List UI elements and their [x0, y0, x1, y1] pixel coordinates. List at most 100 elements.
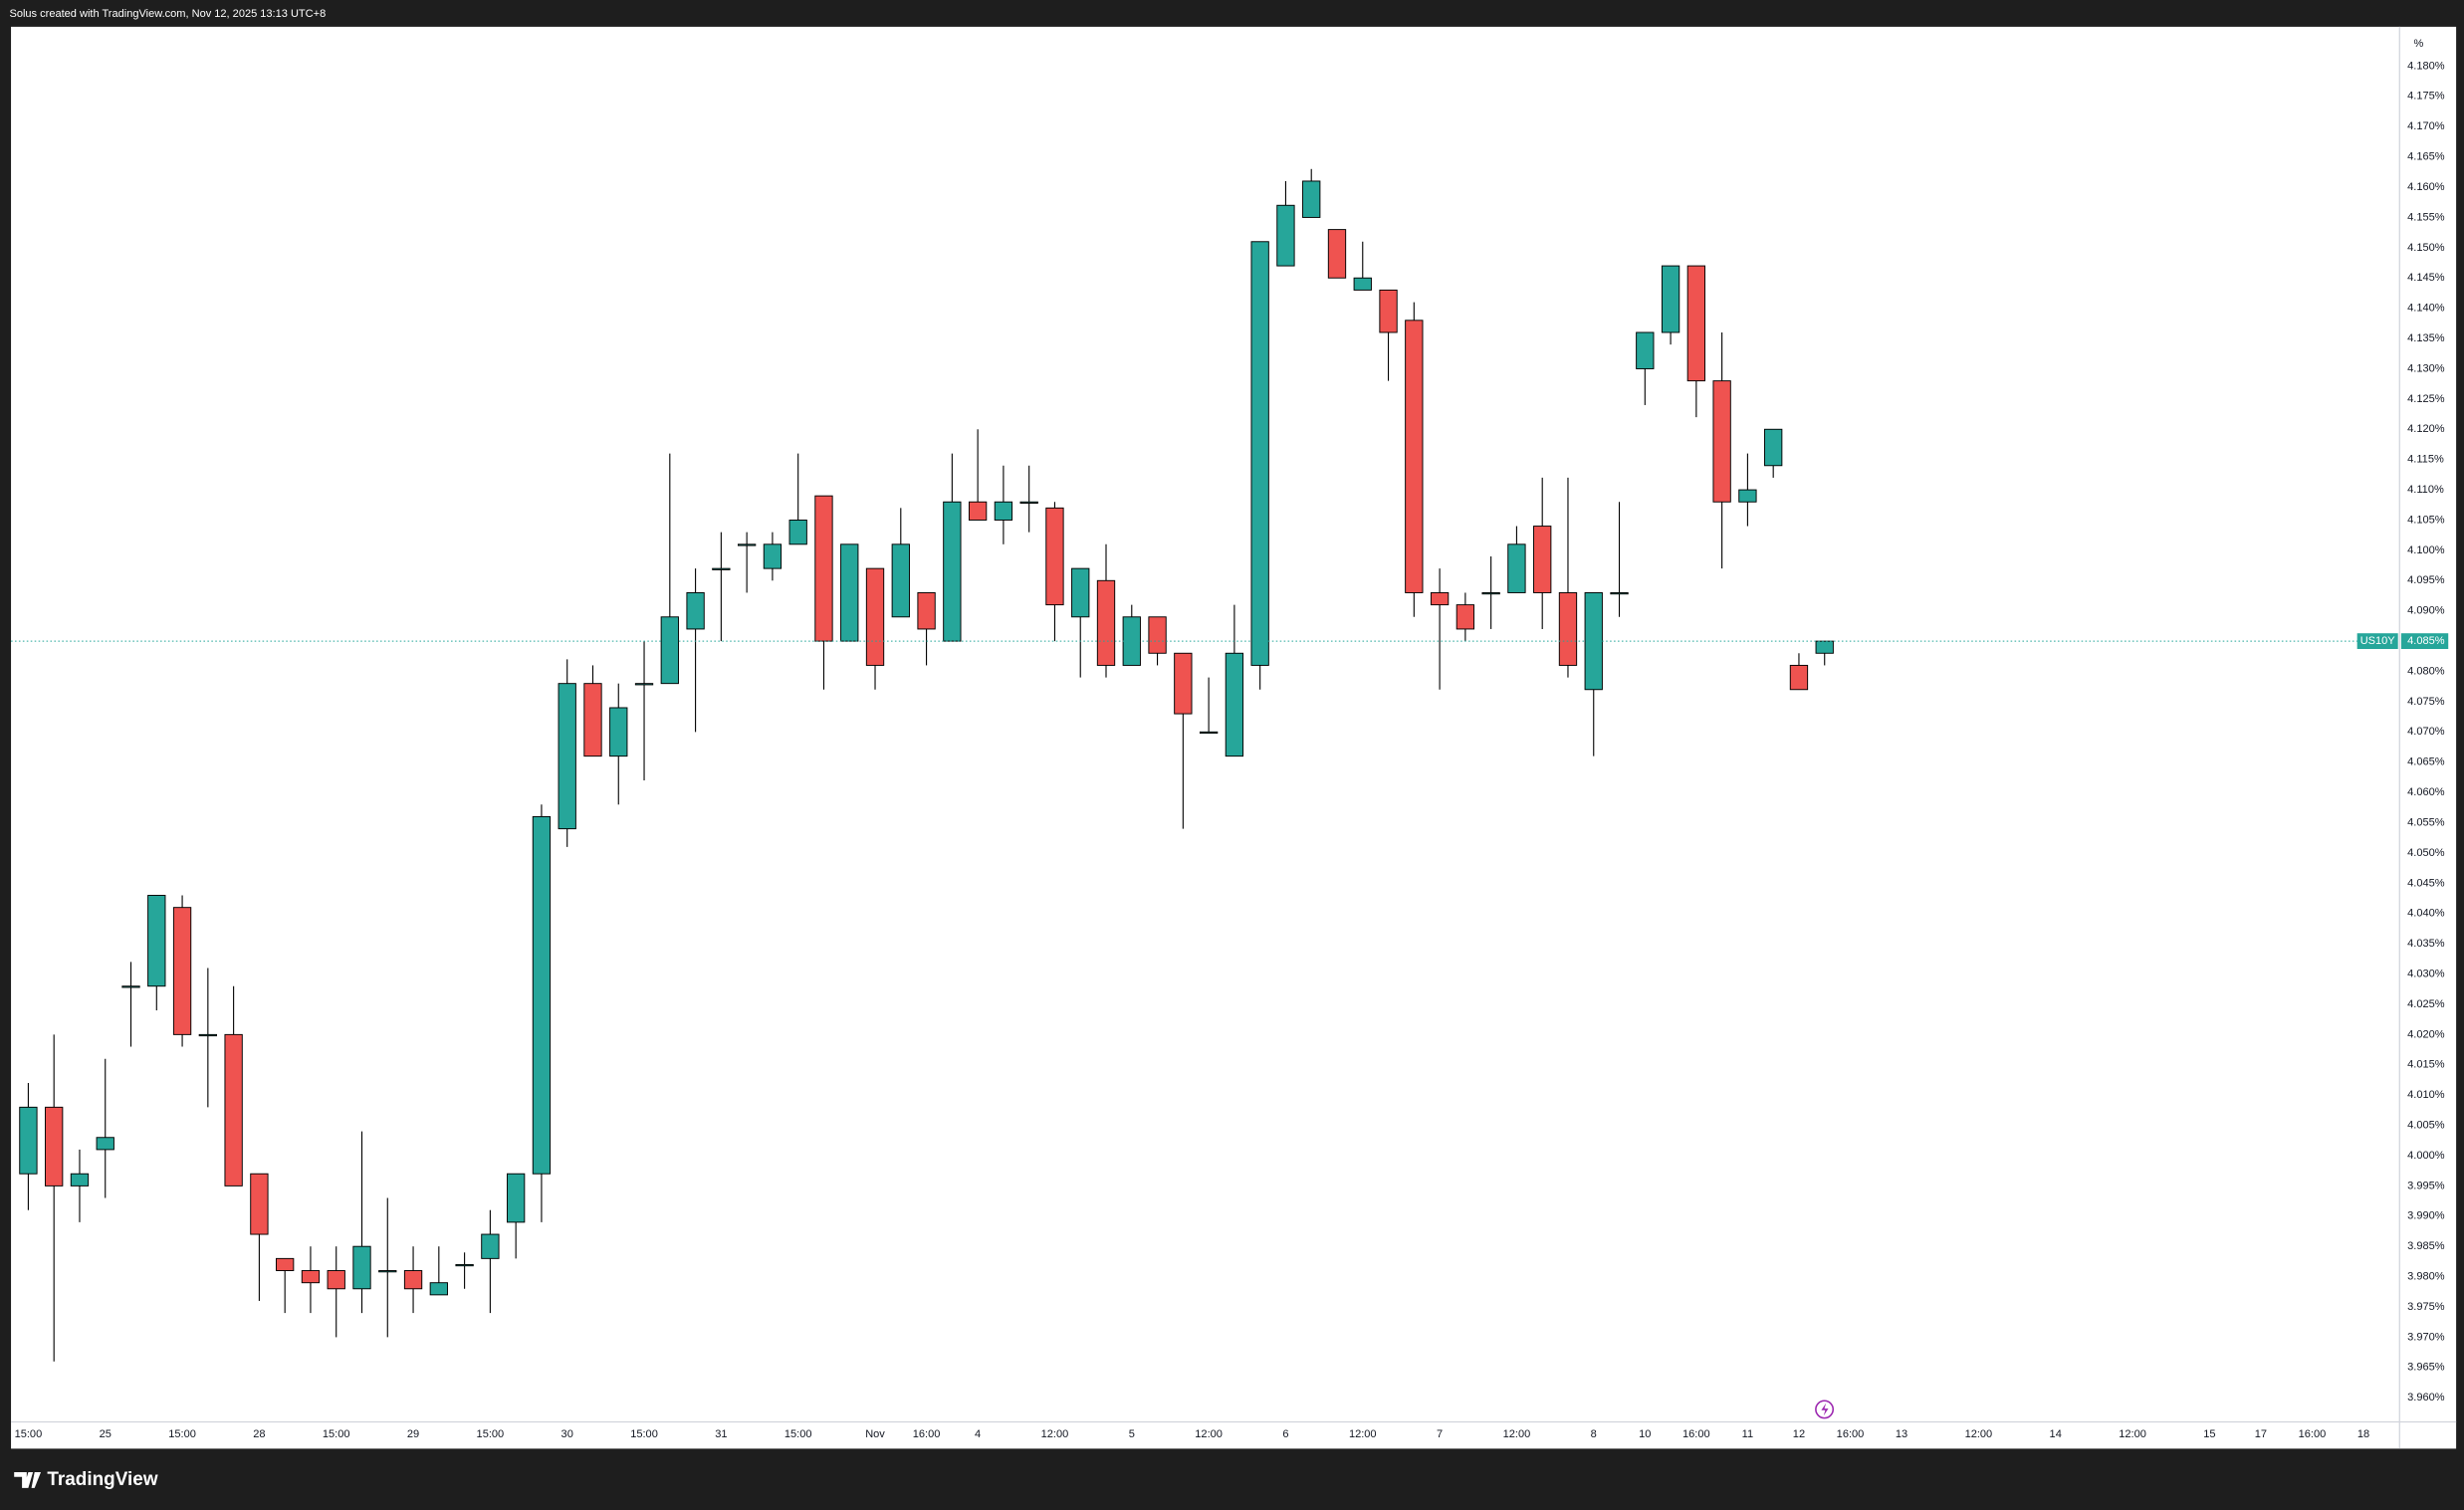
- logo-text: TradingView: [47, 1469, 157, 1490]
- candle-body: [686, 591, 705, 630]
- candle-body: [507, 1173, 526, 1223]
- x-tick-label: 4: [975, 1428, 981, 1440]
- candle-body: [198, 1033, 217, 1037]
- y-tick-label: 4.145%: [2407, 272, 2445, 284]
- y-tick-label: 4.135%: [2407, 332, 2445, 344]
- candle-body: [968, 501, 988, 521]
- candle-body: [1353, 277, 1372, 291]
- candle-body: [1045, 507, 1064, 606]
- x-tick-label: 15:00: [477, 1428, 505, 1440]
- candle-body: [327, 1270, 345, 1290]
- y-tick-label: 4.030%: [2407, 968, 2445, 979]
- candle-body: [532, 815, 552, 1175]
- y-tick-label: 4.065%: [2407, 756, 2445, 768]
- x-tick-label: 15:00: [168, 1428, 196, 1440]
- x-tick-label: 12:00: [1195, 1428, 1223, 1440]
- x-tick-label: 29: [407, 1428, 419, 1440]
- x-tick-label: 25: [100, 1428, 112, 1440]
- candle-body: [1636, 331, 1655, 369]
- candle-body: [917, 591, 936, 630]
- y-tick-label: 4.075%: [2407, 696, 2445, 708]
- x-tick-label: 16:00: [1682, 1428, 1710, 1440]
- candle-body: [788, 520, 807, 545]
- x-tick-label: 12:00: [1349, 1428, 1377, 1440]
- candle-body: [429, 1282, 448, 1296]
- candle-body: [558, 683, 576, 830]
- candle-body: [1276, 204, 1295, 267]
- candle-body: [1430, 591, 1450, 606]
- x-tick-label: 16:00: [2299, 1428, 2327, 1440]
- y-tick-label: 4.020%: [2407, 1028, 2445, 1040]
- candle-body: [1225, 652, 1244, 757]
- candle-body: [1456, 604, 1475, 630]
- y-tick-label: 3.960%: [2407, 1392, 2445, 1403]
- y-tick-label: 4.090%: [2407, 605, 2445, 617]
- candle-body: [1507, 543, 1526, 593]
- candle-body: [1610, 591, 1629, 595]
- logo-mark: [14, 1472, 42, 1488]
- alert-bolt[interactable]: [1821, 1402, 1829, 1416]
- y-tick-label: 4.150%: [2407, 242, 2445, 254]
- x-tick-label: 12:00: [1041, 1428, 1069, 1440]
- y-tick-label: 4.180%: [2407, 60, 2445, 72]
- candle-body: [1327, 229, 1347, 279]
- candle-body: [660, 616, 679, 685]
- candle-body: [891, 543, 910, 618]
- candle-body: [1071, 567, 1090, 618]
- price-tag-bg: [2400, 633, 2449, 649]
- y-tick-label: 3.985%: [2407, 1240, 2445, 1252]
- symbol-tag: US10Y: [2360, 635, 2396, 647]
- candle-body: [994, 501, 1013, 521]
- candle-body: [301, 1270, 321, 1284]
- candle-body: [1174, 652, 1193, 715]
- x-tick-label: 15:00: [323, 1428, 350, 1440]
- x-tick-label: 10: [1639, 1428, 1651, 1440]
- alert-circle[interactable]: [1815, 1400, 1835, 1419]
- candle-body: [1019, 501, 1038, 504]
- candle-body: [583, 683, 602, 757]
- candle-body: [224, 1033, 243, 1186]
- y-tick-label: 4.175%: [2407, 91, 2445, 103]
- x-tick-label: 15: [2203, 1428, 2215, 1440]
- candle-body: [737, 543, 757, 546]
- symbol-tag-bg: [2356, 633, 2398, 649]
- candle-body: [96, 1137, 114, 1151]
- candle-body: [840, 543, 859, 642]
- y-tick-label: 4.010%: [2407, 1089, 2445, 1101]
- y-tick-label: 3.970%: [2407, 1331, 2445, 1343]
- price-tag: 4.085%: [2407, 635, 2445, 647]
- y-tick-label: 4.120%: [2407, 423, 2445, 435]
- x-tick-label: 5: [1129, 1428, 1135, 1440]
- y-tick-label: 4.000%: [2407, 1150, 2445, 1162]
- candle-body: [1379, 289, 1398, 333]
- candle-body: [943, 501, 962, 642]
- candle-body: [1738, 489, 1757, 503]
- candle-body: [455, 1263, 474, 1267]
- candle-body: [1481, 591, 1500, 595]
- x-tick-label: 8: [1591, 1428, 1597, 1440]
- candle-body: [1764, 428, 1783, 467]
- x-tick-label: 7: [1437, 1428, 1443, 1440]
- y-tick-label: 4.160%: [2407, 181, 2445, 193]
- x-tick-label: 30: [561, 1428, 573, 1440]
- x-tick-label: 12: [1793, 1428, 1805, 1440]
- x-tick-label: 16:00: [913, 1428, 941, 1440]
- candle-body: [1558, 591, 1578, 666]
- candle-body: [1533, 526, 1552, 593]
- candle-body: [763, 543, 783, 569]
- x-tick-label: Nov: [865, 1428, 885, 1440]
- candle-body: [865, 567, 885, 666]
- x-tick-label: 12:00: [1965, 1428, 1993, 1440]
- y-tick-label: 4.015%: [2407, 1059, 2445, 1071]
- y-tick-label: 4.125%: [2407, 393, 2445, 405]
- candle-body: [1096, 579, 1116, 666]
- candle-body: [121, 985, 140, 988]
- alert-icon[interactable]: [1815, 1400, 1835, 1419]
- y-tick-label: 3.965%: [2407, 1362, 2445, 1374]
- y-tick-label: 4.005%: [2407, 1120, 2445, 1132]
- x-tick-label: 15:00: [784, 1428, 812, 1440]
- candle-body: [403, 1270, 423, 1290]
- y-tick-label: 4.130%: [2407, 362, 2445, 374]
- candle-body: [1815, 640, 1834, 654]
